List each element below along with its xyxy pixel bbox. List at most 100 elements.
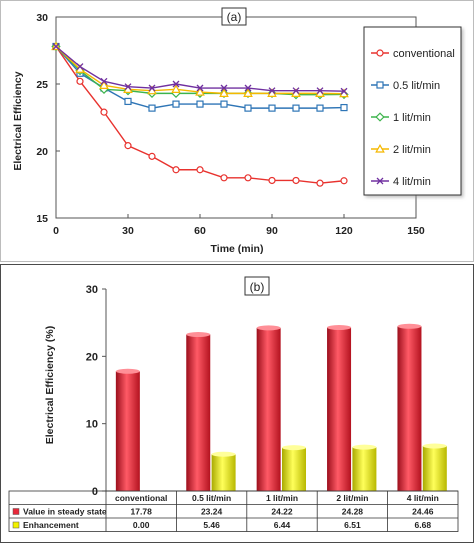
table-value: 0.00 bbox=[133, 520, 150, 530]
x-tick-label: 120 bbox=[335, 225, 353, 237]
data-point bbox=[316, 104, 324, 112]
x-tick-label: 30 bbox=[122, 225, 134, 237]
table-series-label: Enhancement bbox=[23, 520, 79, 530]
data-point bbox=[148, 152, 156, 160]
data-point bbox=[196, 84, 204, 92]
legend-marker bbox=[376, 177, 384, 185]
y-axis-label: Electrical Efficiency bbox=[12, 71, 24, 170]
table-value: 17.78 bbox=[131, 507, 153, 517]
bar-enhancement bbox=[282, 445, 306, 491]
data-point bbox=[268, 176, 276, 185]
data-point bbox=[220, 84, 228, 92]
bar-steady-state bbox=[115, 368, 140, 491]
bar-body bbox=[256, 327, 281, 491]
bar-top bbox=[397, 323, 422, 329]
table-value: 24.22 bbox=[271, 507, 293, 517]
data-point bbox=[76, 63, 84, 71]
series-4-lit-min bbox=[52, 43, 348, 95]
data-point bbox=[244, 84, 252, 92]
legend-label: 4 lit/min bbox=[393, 176, 431, 188]
data-point bbox=[100, 108, 108, 116]
table-value: 5.46 bbox=[203, 520, 220, 530]
legend-entry: 0.5 lit/min bbox=[371, 80, 440, 92]
data-point bbox=[268, 87, 276, 95]
data-point bbox=[340, 177, 348, 185]
y-axis-label: Electrical Efficiency (%) bbox=[44, 326, 56, 444]
x-tick-label: 90 bbox=[266, 225, 278, 237]
x-tick-label: 0 bbox=[53, 225, 59, 237]
data-point bbox=[171, 84, 181, 93]
data-point bbox=[220, 174, 228, 182]
bar-steady-state bbox=[327, 325, 352, 491]
data-point bbox=[99, 80, 109, 89]
table-value: 23.24 bbox=[201, 507, 223, 517]
data-point bbox=[195, 87, 205, 96]
series-line bbox=[55, 46, 345, 184]
legend-marker bbox=[375, 143, 385, 153]
data-point bbox=[52, 43, 60, 50]
data-point bbox=[76, 77, 84, 85]
data-point bbox=[316, 87, 324, 95]
bar-steady-state bbox=[256, 325, 281, 491]
bar-enhancement bbox=[352, 444, 377, 491]
data-point bbox=[340, 87, 348, 95]
y-tick-label: 0 bbox=[92, 486, 98, 498]
bar-top bbox=[327, 325, 352, 331]
plot-area bbox=[55, 16, 417, 219]
bar-body bbox=[327, 327, 352, 491]
data-point bbox=[196, 166, 204, 174]
legend-entry: 1 lit/min bbox=[371, 112, 431, 124]
bar-steady-state bbox=[186, 332, 211, 491]
data-point bbox=[292, 87, 300, 95]
bar-chart: 0 10 20 30 Electrical Efficiency (%) (b) co… bbox=[8, 276, 459, 532]
table-value: 24.46 bbox=[412, 507, 434, 517]
x-tick-label: 60 bbox=[194, 225, 206, 237]
legend-label: 1 lit/min bbox=[393, 112, 431, 124]
legend-label: 0.5 lit/min bbox=[393, 80, 440, 92]
panel-label-box: (a) bbox=[221, 7, 247, 26]
legend-entry: 2 lit/min bbox=[371, 143, 431, 156]
y-tick-label: 20 bbox=[86, 351, 98, 363]
bar-top bbox=[211, 451, 236, 457]
x-tick-label: 150 bbox=[407, 225, 425, 237]
panel-label-box: (b) bbox=[244, 276, 270, 296]
legend-entry: 4 lit/min bbox=[371, 176, 431, 188]
bar-body bbox=[115, 371, 140, 491]
bar-top bbox=[256, 325, 281, 331]
bar-body bbox=[352, 447, 377, 491]
legend-marker bbox=[376, 49, 384, 57]
bar-top bbox=[282, 445, 306, 451]
x-axis-label: Time (min) bbox=[211, 243, 264, 255]
data-point bbox=[124, 83, 132, 91]
table-category-label: 2 lit/min bbox=[336, 493, 368, 503]
series-line bbox=[55, 45, 345, 95]
chart-panel-a: 0 30 60 90 120 150 15 20 25 30 Time (min) Electri… bbox=[0, 0, 474, 262]
bar-enhancement bbox=[211, 451, 236, 491]
data-point bbox=[148, 104, 156, 112]
legend-marker bbox=[376, 81, 384, 89]
data-point bbox=[243, 88, 253, 97]
data-point bbox=[172, 80, 180, 88]
series-conventional bbox=[52, 42, 348, 187]
legend-label: 2 lit/min bbox=[393, 144, 431, 156]
table-category-label: 4 lit/min bbox=[407, 493, 439, 503]
y-tick-label: 20 bbox=[36, 146, 48, 158]
bar-body bbox=[186, 334, 211, 491]
data-table: conventional 0.5 lit/min 1 lit/min 2 lit/mi… bbox=[8, 490, 459, 532]
line-chart: 0 30 60 90 120 150 15 20 25 30 Time (min) Electri… bbox=[12, 7, 462, 255]
data-point bbox=[100, 77, 108, 85]
y-tick-label: 30 bbox=[86, 284, 98, 296]
data-point bbox=[196, 100, 204, 108]
data-point bbox=[148, 84, 156, 92]
panel-label: (a) bbox=[227, 10, 242, 24]
data-point bbox=[244, 174, 252, 182]
legend-swatch bbox=[12, 521, 20, 529]
table-value: 6.51 bbox=[344, 520, 361, 530]
chart-panel-b: 0 10 20 30 Electrical Efficiency (%) (b) co… bbox=[0, 264, 474, 543]
data-point bbox=[292, 104, 300, 112]
data-point bbox=[268, 104, 276, 112]
table-value: 24.28 bbox=[342, 507, 364, 517]
legend-swatch bbox=[12, 508, 20, 515]
data-point bbox=[340, 103, 348, 112]
bar-body bbox=[282, 447, 306, 491]
